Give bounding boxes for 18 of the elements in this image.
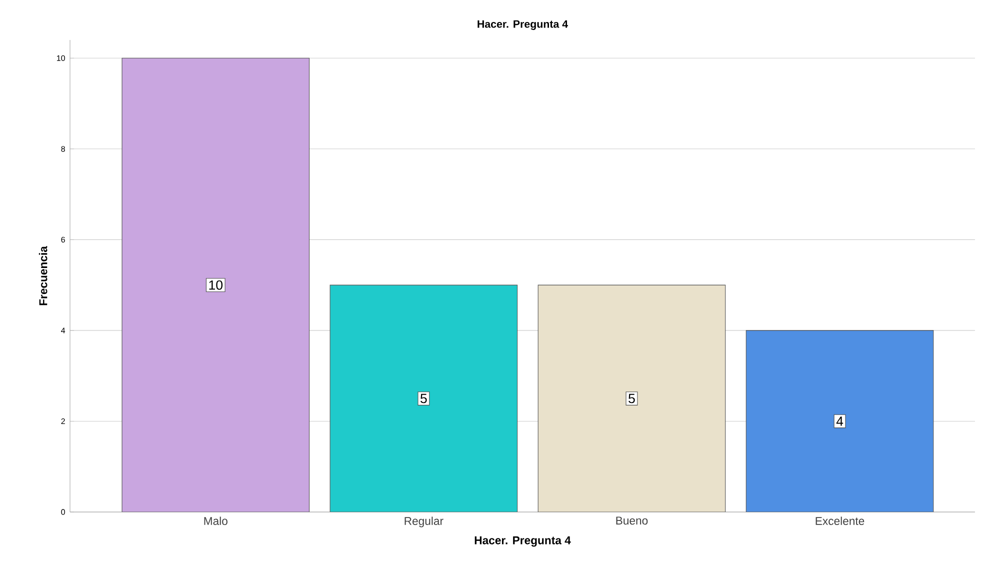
y-axis-title: Frecuencia [38,246,48,306]
data-label: 5 [628,394,635,404]
bar [746,330,934,512]
y-tick-label: 10 [57,55,65,61]
y-tick-label: 0 [61,509,65,515]
x-tick-label: Regular [404,516,444,528]
data-label: 10 [209,280,223,290]
x-axis-title: Hacer. Pregunta 4 [474,536,571,547]
y-tick-label: 8 [61,146,65,152]
y-tick-label: 2 [61,418,65,424]
y-tick-label: 4 [61,328,66,334]
x-tick-label: Excelente [816,516,864,526]
y-tick-label: 6 [61,236,65,243]
x-tick-label: Malo [204,516,228,526]
x-tick-label: Bueno [616,516,648,525]
data-label: 5 [420,394,427,404]
data-label: 4 [836,416,844,426]
chart-title: Hacer. Pregunta 4 [478,20,568,30]
